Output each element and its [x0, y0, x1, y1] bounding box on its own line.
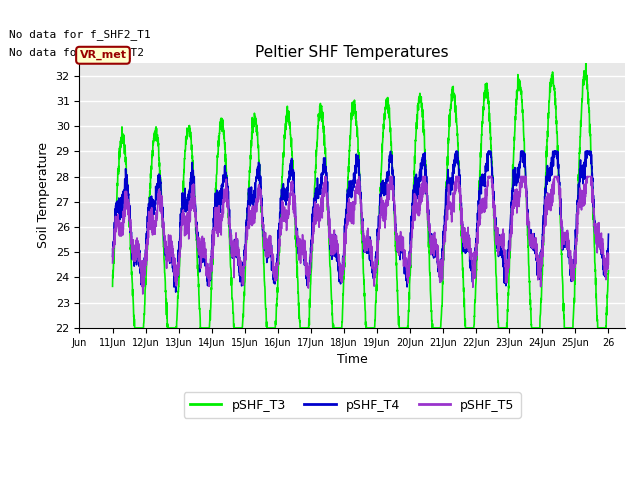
pSHF_T4 [387, 148, 394, 154]
pSHF_T3 [165, 325, 173, 331]
pSHF_T4 [321, 162, 328, 168]
X-axis label: Time: Time [337, 353, 367, 366]
pSHF_T4 [165, 245, 173, 251]
pSHF_T3 [605, 268, 612, 274]
pSHF_T4 [595, 237, 603, 243]
pSHF_T3 [582, 60, 589, 66]
pSHF_T3 [595, 325, 603, 331]
pSHF_T4 [172, 289, 180, 295]
pSHF_T4 [542, 183, 550, 189]
pSHF_T3 [195, 281, 202, 287]
pSHF_T5 [165, 258, 173, 264]
Y-axis label: Soil Temperature: Soil Temperature [37, 143, 50, 249]
Text: No data for f_SHF_T2: No data for f_SHF_T2 [8, 47, 143, 58]
Line: pSHF_T5: pSHF_T5 [113, 177, 609, 294]
pSHF_T5 [595, 239, 603, 244]
pSHF_T3 [109, 284, 116, 289]
pSHF_T3 [321, 132, 328, 137]
Title: Peltier SHF Temperatures: Peltier SHF Temperatures [255, 46, 449, 60]
Line: pSHF_T4: pSHF_T4 [113, 151, 609, 292]
Text: VR_met: VR_met [79, 50, 127, 60]
pSHF_T5 [109, 260, 116, 266]
Legend: pSHF_T3, pSHF_T4, pSHF_T5: pSHF_T3, pSHF_T4, pSHF_T5 [184, 393, 520, 418]
pSHF_T4 [195, 242, 202, 248]
pSHF_T3 [541, 183, 549, 189]
Text: No data for f_SHF2_T1: No data for f_SHF2_T1 [8, 29, 150, 39]
pSHF_T3 [131, 325, 138, 331]
pSHF_T5 [299, 246, 307, 252]
pSHF_T4 [109, 253, 116, 259]
pSHF_T5 [321, 174, 329, 180]
pSHF_T5 [195, 251, 202, 257]
pSHF_T3 [299, 325, 307, 331]
pSHF_T5 [139, 291, 147, 297]
pSHF_T4 [299, 251, 307, 257]
Line: pSHF_T3: pSHF_T3 [113, 63, 609, 328]
pSHF_T4 [605, 231, 612, 237]
pSHF_T5 [321, 193, 328, 199]
pSHF_T5 [605, 251, 612, 257]
pSHF_T5 [542, 223, 550, 228]
